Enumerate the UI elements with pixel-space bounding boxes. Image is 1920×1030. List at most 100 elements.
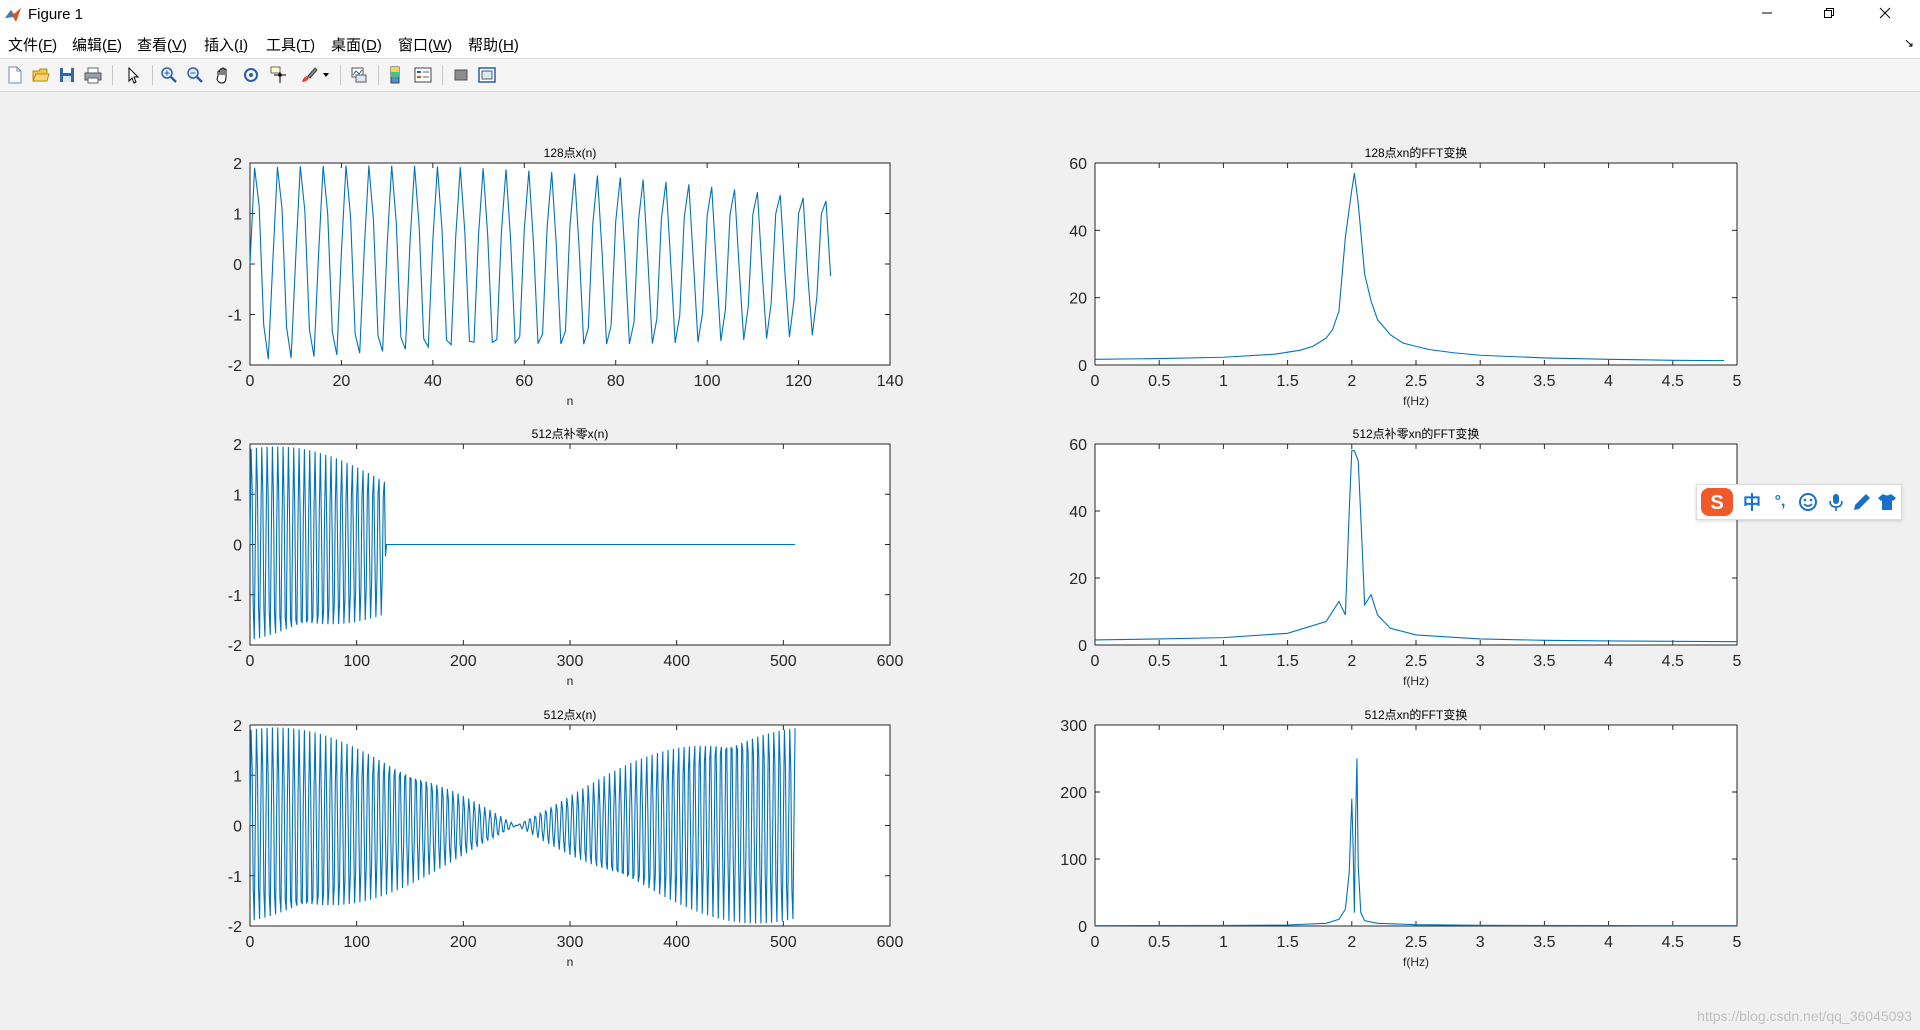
ime-chinese-mode[interactable]: 中 [1743,493,1761,513]
y-tick-label: -2 [228,358,242,375]
x-tick-label: 40 [424,373,442,390]
data-cursor-icon[interactable] [268,64,290,86]
edit-plot-icon[interactable] [122,64,144,86]
brush-dropdown-icon[interactable] [320,64,332,86]
toolbar-separator [112,65,113,85]
data-line [249,165,832,360]
y-tick-label: 0 [1078,358,1087,375]
x-tick-label: 4 [1604,934,1613,951]
brush-icon[interactable] [298,64,320,86]
axes-title: 512点x(n) [544,708,597,722]
y-tick-label: 0 [1078,919,1087,936]
close-button[interactable] [1862,0,1908,30]
axes-title: 128点x(n) [544,146,597,160]
watermark: https://blog.csdn.net/qq_36045093 [1697,1008,1912,1024]
legend-icon[interactable] [412,64,434,86]
menu-accelerator: H [503,37,514,54]
y-tick-label: 1 [233,487,242,504]
menu-window[interactable]: 窗口(W) [398,34,452,55]
x-tick-label: 3 [1476,373,1485,390]
y-tick-label: 40 [1069,504,1087,521]
menu-insert[interactable]: 插入(I) [204,34,248,55]
x-tick-label: 0.5 [1148,653,1170,670]
hide-plot-tools-icon[interactable] [450,64,472,86]
menu-label-end: ) [182,37,188,54]
x-tick-label: 4.5 [1662,653,1684,670]
x-tick-label: 500 [770,653,797,670]
emoji-icon[interactable] [1795,489,1821,515]
axes-6[interactable]: 0 0.5 1 1.5 2 2.5 3 3.5 4 4.5 5 0 100 200 300 512点xn的FF… [1060,707,1741,969]
x-tick-label: 500 [770,934,797,951]
x-tick-label: 200 [450,653,477,670]
menu-view[interactable]: 查看(V) [137,34,187,55]
x-tick-label: 1 [1219,934,1228,951]
y-tick-label: 2 [233,156,242,173]
menu-file[interactable]: 文件(F) [8,34,57,55]
x-tick-label: 60 [515,373,533,390]
sogou-logo-icon[interactable]: S [1699,488,1735,516]
axes-title: 512点补零xn的FFT变换 [1353,426,1480,441]
pan-icon[interactable] [212,64,234,86]
link-plot-icon[interactable] [348,64,370,86]
minimize-button[interactable] [1744,0,1790,30]
data-line [1094,758,1738,927]
y-tick-label: 1 [233,207,242,224]
show-plot-tools-icon[interactable] [476,64,498,86]
axes-3[interactable]: 0 100 200 300 400 500 600 -2 -1 0 1 2 512点补零x(n) n [228,427,904,688]
zoom-out-icon[interactable] [184,64,206,86]
plot-area [1094,443,1738,646]
microphone-icon[interactable] [1823,489,1849,515]
x-tick-label: 400 [663,934,690,951]
x-tick-label: 20 [333,373,351,390]
dock-figure-icon[interactable]: ↘ [1903,36,1914,50]
x-tick-label: 0.5 [1148,934,1170,951]
axes-4[interactable]: 0 0.5 1 1.5 2 2.5 3 3.5 4 4.5 5 0 20 40 60 512点补零xn的FFT… [1069,426,1741,688]
axes-title: 128点xn的FFT变换 [1365,145,1468,160]
x-tick-label: 2 [1347,934,1356,951]
menu-accelerator: I [239,37,244,54]
axes-5[interactable]: 0 100 200 300 400 500 600 -2 -1 0 1 2 512点x(n) n [228,708,904,969]
x-tick-label: 300 [557,653,584,670]
data-line [249,446,796,640]
menu-accelerator: T [301,37,311,54]
ime-punctuation[interactable]: °, [1774,493,1786,510]
x-tick-label: 2.5 [1405,934,1427,951]
x-tick-label: 4.5 [1662,373,1684,390]
axes-2[interactable]: 0 0.5 1 1.5 2 2.5 3 3.5 4 4.5 5 0 20 40 60 128点xn的FFT变换… [1069,145,1741,408]
y-tick-label: 0 [1078,638,1087,655]
menu-label: 窗口( [398,37,433,54]
x-tick-label: 200 [450,934,477,951]
data-line [1094,173,1725,362]
y-tick-label: 0 [233,538,242,555]
x-tick-label: 140 [877,373,904,390]
pen-icon[interactable] [1849,489,1875,515]
zoom-in-icon[interactable] [158,64,180,86]
toolbar-separator [378,65,379,85]
x-tick-label: 3.5 [1533,934,1555,951]
colorbar-icon[interactable] [384,64,406,86]
y-tick-label: 300 [1060,718,1087,735]
save-icon[interactable] [56,64,78,86]
menu-tools[interactable]: 工具(T) [266,34,315,55]
y-tick-label: -1 [228,869,242,886]
plot-area [1094,724,1738,927]
axes-1[interactable]: 0 20 40 60 80 100 120 140 -2 -1 0 1 2 128点x(n) n [228,146,904,408]
open-file-icon[interactable] [30,64,52,86]
menu-edit[interactable]: 编辑(E) [72,34,122,55]
menu-desktop[interactable]: 桌面(D) [331,34,382,55]
print-icon[interactable] [82,64,104,86]
menu-accelerator: F [43,37,53,54]
x-tick-label: 600 [877,653,904,670]
x-tick-label: 100 [343,934,370,951]
shirt-icon[interactable] [1875,489,1899,515]
restore-button[interactable] [1806,0,1852,30]
toolbar-separator [442,65,443,85]
new-figure-icon[interactable] [4,64,26,86]
rotate-3d-icon[interactable] [240,64,262,86]
toolbar-separator [152,65,153,85]
toolbar-separator [340,65,341,85]
x-tick-label: 3 [1476,934,1485,951]
menu-label: 查看( [137,37,172,54]
menu-help[interactable]: 帮助(H) [468,34,519,55]
